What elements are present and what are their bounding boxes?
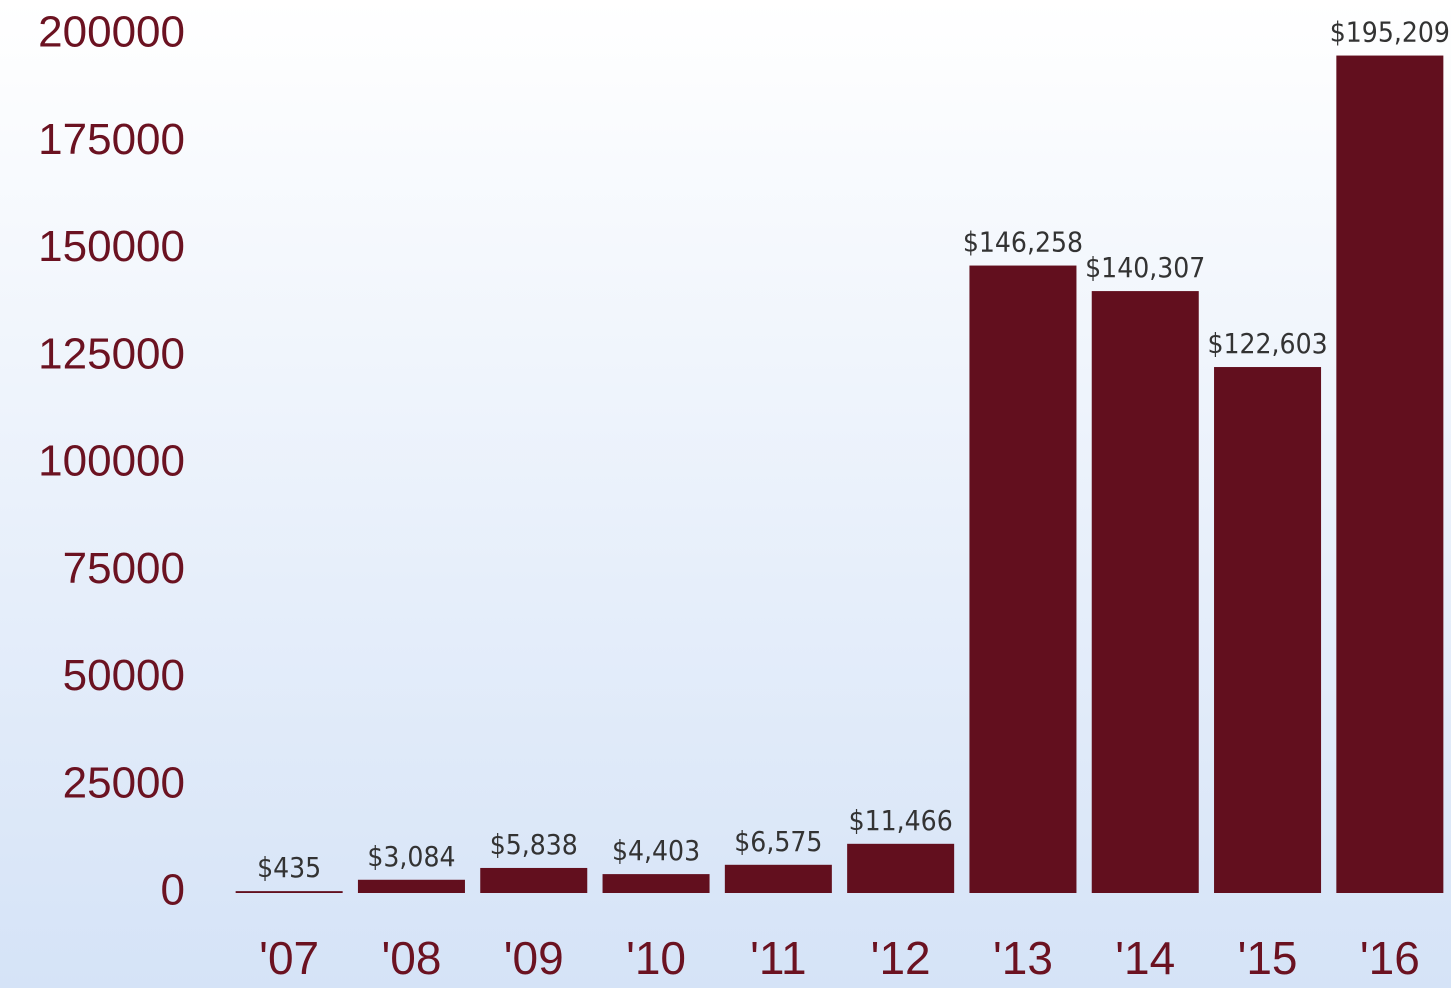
bar — [1091, 291, 1199, 893]
x-tick-label: '13 — [993, 932, 1053, 984]
x-tick-label: '14 — [1115, 932, 1175, 984]
x-tick-label: '15 — [1238, 932, 1298, 984]
value-label: $140,307 — [1085, 251, 1205, 284]
value-label: $5,838 — [490, 828, 578, 861]
x-tick-label: '12 — [871, 932, 931, 984]
y-tick-label: 200000 — [38, 8, 185, 57]
y-tick-label: 150000 — [38, 222, 185, 271]
y-tick-label: 175000 — [38, 115, 185, 164]
x-tick-label: '09 — [504, 932, 564, 984]
value-label: $122,603 — [1207, 327, 1327, 360]
x-tick-label: '16 — [1360, 932, 1420, 984]
y-tick-label: 25000 — [63, 758, 185, 807]
x-tick-label: '11 — [750, 932, 807, 984]
value-label: $146,258 — [963, 226, 1083, 259]
y-tick-label: 0 — [161, 866, 185, 915]
y-tick-label: 125000 — [38, 329, 185, 378]
value-label: $4,403 — [612, 834, 700, 867]
bar — [969, 265, 1077, 893]
x-tick-label: '08 — [381, 932, 441, 984]
value-label: $435 — [257, 851, 321, 884]
x-tick-label: '10 — [626, 932, 686, 984]
bar — [847, 843, 955, 893]
bar — [1214, 367, 1322, 893]
bar — [357, 879, 465, 893]
bar — [1336, 55, 1444, 893]
y-tick-label: 75000 — [63, 544, 185, 593]
value-label: $3,084 — [367, 840, 455, 873]
value-label: $11,466 — [849, 804, 953, 837]
y-tick-label: 50000 — [63, 651, 185, 700]
bar — [235, 891, 343, 893]
value-label: $195,209 — [1330, 16, 1450, 49]
bar — [602, 874, 710, 893]
x-tick-label: '07 — [259, 932, 319, 984]
bar — [480, 867, 588, 893]
bar — [724, 864, 832, 893]
value-label: $6,575 — [734, 825, 822, 858]
y-tick-label: 100000 — [38, 437, 185, 486]
